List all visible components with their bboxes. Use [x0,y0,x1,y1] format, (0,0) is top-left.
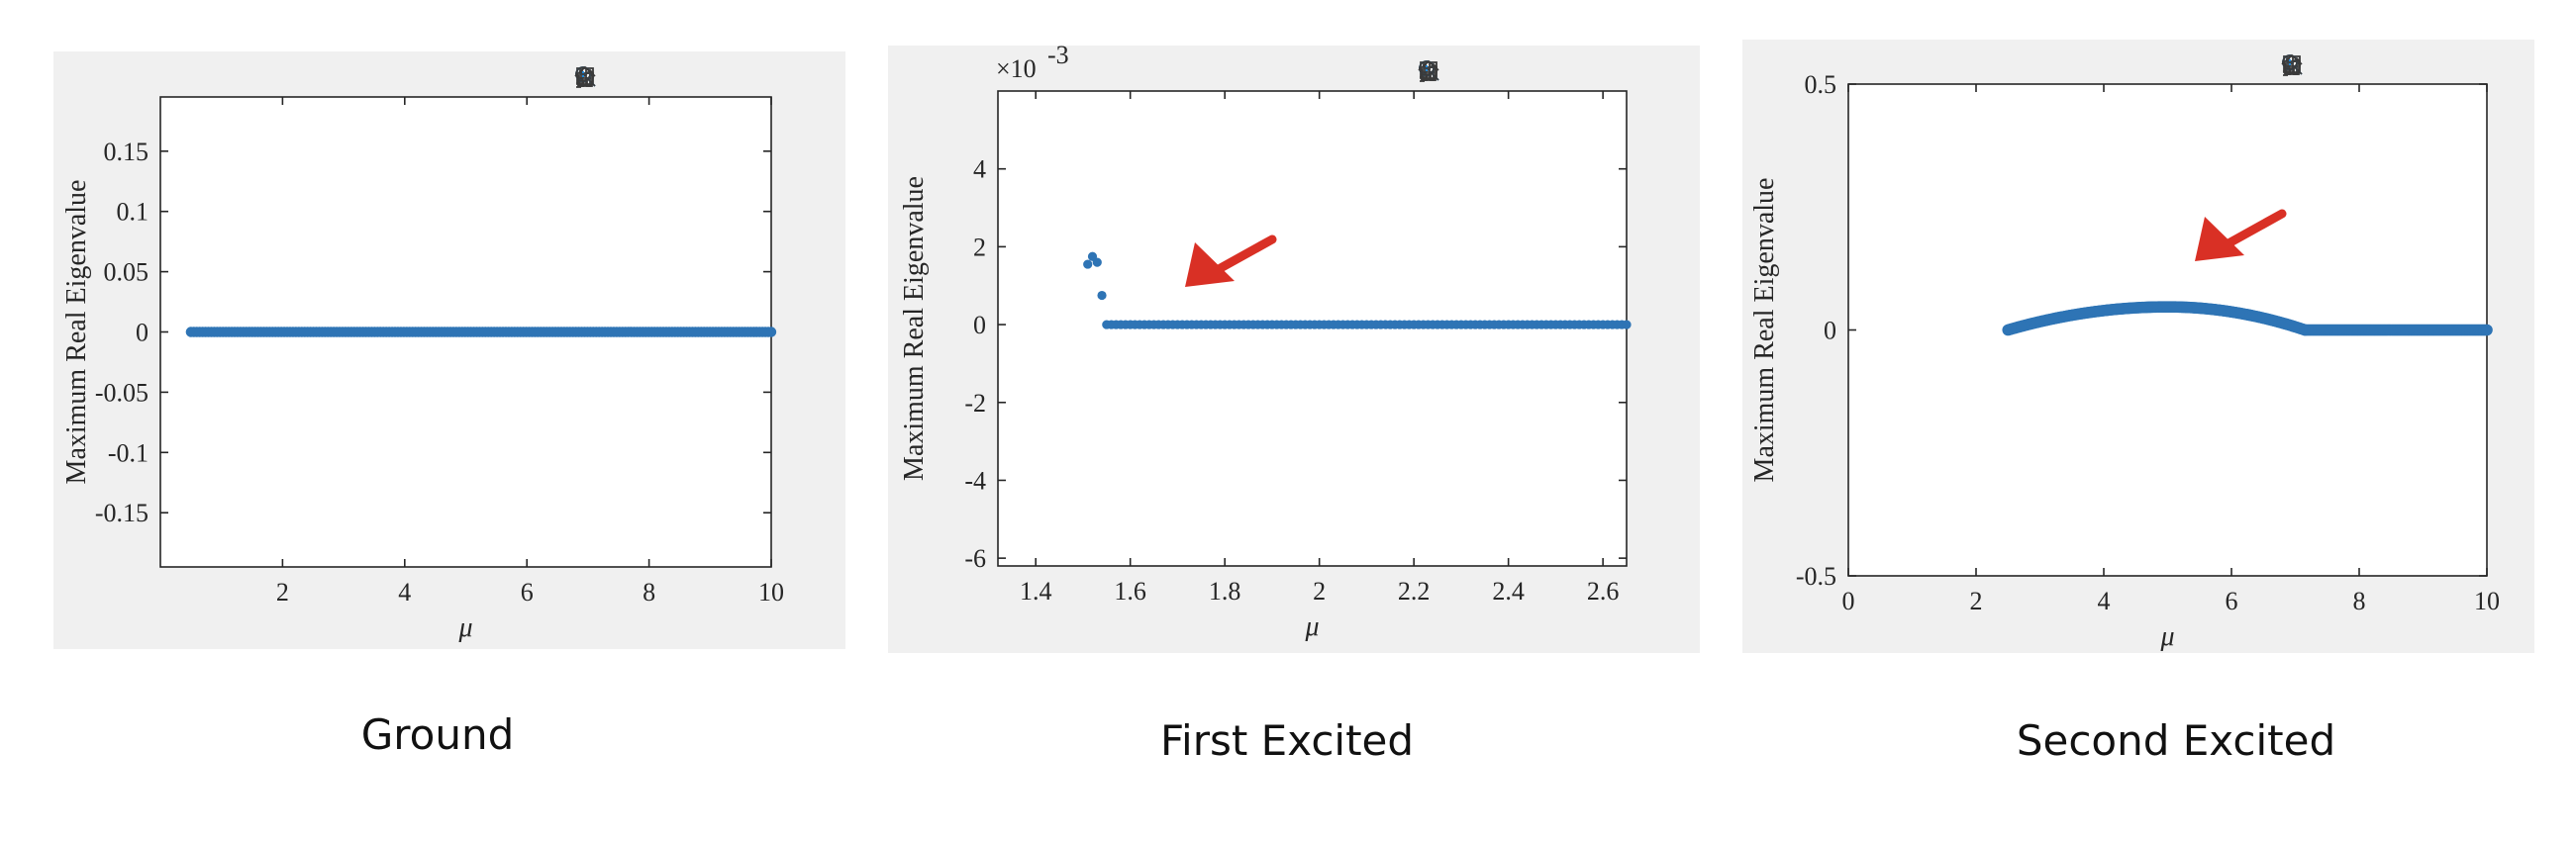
zoom-in-icon[interactable] [1419,57,1560,83]
y-tick-label: 4 [973,155,986,184]
y-tick-label: 2 [973,233,986,261]
y-tick-label: -0.5 [1796,562,1836,591]
chart-first-excited: 1.4 1.6 1.8 2 2.2 2.4 2.6 4 2 0 -2 -4 -6 μ Maximum Rea… [899,41,1632,642]
zoom-out-icon[interactable] [1419,57,1590,83]
y-tick-label: 0 [1824,317,1836,345]
y-axis-label: Maximum Real Eigenvalue [61,180,92,485]
data-tip-icon[interactable] [2286,51,2334,77]
data-tip-icon[interactable] [1423,57,1471,83]
figure-toolbar [572,63,776,89]
y-tick-label: 0.1 [117,198,149,227]
home-icon[interactable] [1418,57,1620,83]
data-point [2481,324,2493,336]
annotation-arrow-head [1185,242,1235,287]
insert-legend-icon[interactable] [576,63,657,89]
x-tick-label: 2.6 [1587,577,1620,606]
x-tick-label: 6 [2226,587,2238,615]
zoom-out-icon[interactable] [575,63,746,89]
y-tick-label: 0.15 [104,138,149,166]
x-tick-label: 6 [521,578,534,607]
y-tick-label: 0.5 [1805,70,1837,99]
x-tick-label: 4 [398,578,411,607]
y-tick-label: -2 [964,389,986,418]
y-tick-label: 0 [973,311,986,339]
y-axis-label: Maximum Real Eigenvalue [899,176,930,481]
data-point [1097,290,1107,301]
chart-panel-ground: 2 4 6 8 10 0.15 0.1 0.05 0 -0.05 -0.1 -0.15 μ Maximum… [53,51,845,649]
annotation-arrow-head [2195,217,2244,261]
x-tick-label: 2.4 [1492,577,1525,606]
x-tick-label: 1.8 [1209,577,1241,606]
zoom-in-icon[interactable] [2282,51,2424,77]
x-tick-label: 2 [1970,587,1983,615]
y-tick-label: -0.05 [95,378,149,407]
y-tick-label: -4 [964,466,986,495]
data-tip-icon[interactable] [579,63,628,89]
x-tick-label: 1.4 [1020,577,1052,606]
home-icon[interactable] [2281,51,2483,77]
x-tick-label: 8 [643,578,655,607]
y-axis-label: Maximum Real Eigenvalue [1749,178,1780,483]
x-axis-label: μ [457,612,472,643]
caption-second-excited: Second Excited [2016,716,2336,765]
figure-toolbar [1416,57,1620,83]
pan-hand-icon[interactable] [1420,57,1531,83]
chart-ground: 2 4 6 8 10 0.15 0.1 0.05 0 -0.05 -0.1 -0.15 μ Maximum… [61,96,784,643]
x-tick-label: 1.6 [1114,577,1146,606]
x-tick-label: 10 [758,578,784,607]
x-tick-label: 4 [2098,587,2111,615]
exponent-power: -3 [1047,41,1069,69]
exponent-label: ×10 [996,54,1037,83]
x-tick-label: 8 [2353,587,2366,615]
insert-legend-icon[interactable] [1420,57,1501,83]
pan-hand-icon[interactable] [576,63,687,89]
x-tick-label: 2 [276,578,289,607]
y-tick-label: -0.1 [108,438,149,467]
x-tick-label: 2.2 [1398,577,1431,606]
x-axis-label: μ [2159,621,2174,652]
home-icon[interactable] [574,63,776,89]
data-point [1622,320,1632,329]
data-point [1092,257,1102,267]
caption-first-excited: First Excited [1159,716,1415,765]
x-tick-label: 10 [2474,587,2500,615]
data-point [1083,259,1093,269]
y-tick-label: -0.15 [95,499,149,527]
zoom-out-icon[interactable] [2282,51,2453,77]
pan-hand-icon[interactable] [2283,51,2394,77]
zoom-in-icon[interactable] [575,63,717,89]
y-tick-label: -6 [964,544,986,573]
chart-panel-second-excited: 0 2 4 6 8 10 0.5 0 -0.5 μ Maximum Real Eigenvalue [1742,40,2534,653]
x-axis-label: μ [1304,611,1319,642]
x-tick-label: 2 [1313,577,1326,606]
y-tick-label: 0.05 [104,258,149,287]
chart-panel-first-excited: 1.4 1.6 1.8 2 2.2 2.4 2.6 4 2 0 -2 -4 -6 μ Maximum Rea… [888,41,1700,653]
insert-legend-icon[interactable] [2283,51,2364,77]
y-tick-label: 0 [136,319,149,347]
caption-ground: Ground [360,710,515,759]
figure-toolbar [2279,51,2483,77]
data-point [765,327,777,337]
x-tick-label: 0 [1842,587,1855,615]
